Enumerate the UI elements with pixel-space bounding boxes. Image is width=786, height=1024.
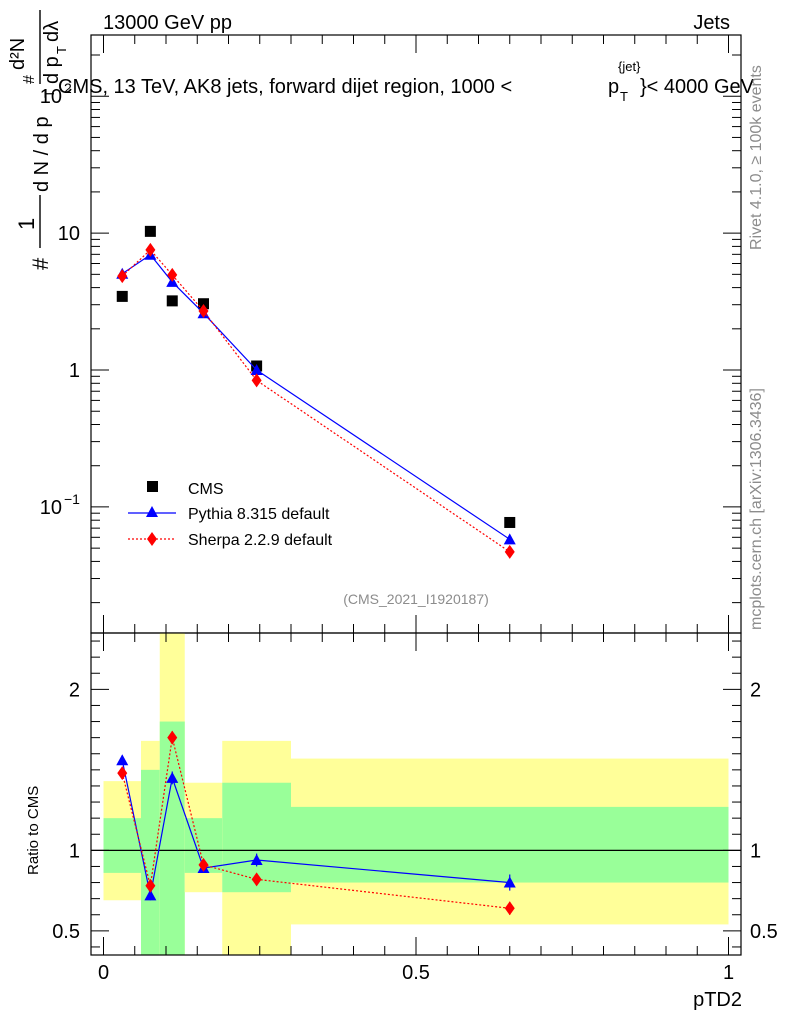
main-point-sherpa — [117, 269, 128, 284]
main-point-sherpa — [167, 267, 178, 282]
band-inner-1 — [141, 769, 160, 955]
band-inner-5 — [291, 806, 729, 883]
ratio-panel: 0 0.5 1 0.5 0.5 1 1 2 2 — [52, 632, 778, 984]
ratio-point-sherpa — [167, 730, 178, 745]
legend-cms-label: CMS — [188, 481, 224, 498]
xtick-label-1: 0.5 — [402, 962, 430, 984]
ratio-point-sherpa — [145, 878, 156, 893]
ratio-point-pythia — [250, 854, 263, 866]
main-line-1 — [121, 253, 511, 540]
ratio-line-1 — [121, 737, 510, 909]
ratio-point-sherpa — [117, 766, 128, 781]
legend-pythia-label: Pythia 8.315 default — [188, 506, 330, 523]
ratio-point-pythia — [166, 771, 179, 783]
legend-sherpa-label: Sherpa 2.2.9 default — [188, 532, 333, 549]
ratio-point-sherpa — [504, 901, 515, 916]
ratio-point-pythia — [144, 889, 157, 901]
ylabel-hash-2: # — [21, 75, 38, 84]
main-point-cms — [504, 516, 516, 528]
ratio-ytick-label-left-1: 1 — [69, 840, 80, 862]
ylabel-dlambda: dλ — [41, 21, 63, 42]
energy-label: 13000 GeV pp — [103, 12, 232, 34]
legend: CMS Pythia 8.315 default Sherpa 2.2.9 de… — [128, 481, 333, 549]
ratio-point-pythia — [116, 754, 129, 766]
ratio-y-axis-label: Ratio to CMS — [25, 786, 42, 875]
ratio-point-pythia — [503, 876, 516, 888]
x-axis-label: pTD2 — [693, 989, 742, 1011]
title-p: p — [608, 76, 619, 98]
main-point-sherpa — [145, 242, 156, 257]
ylabel-sub-t-2: T — [54, 46, 69, 54]
ylabel-hash-1: # — [28, 257, 53, 270]
ylabel-d2n: d²N — [7, 38, 29, 70]
main-point-cms — [198, 298, 209, 310]
main-point-cms — [166, 295, 178, 307]
plot-title: CMS, 13 TeV, AK8 jets, forward dijet reg… — [58, 59, 755, 104]
title-pre: CMS, 13 TeV, AK8 jets, forward dijet reg… — [58, 76, 512, 98]
title-sub: T — [620, 89, 628, 104]
analysis-tag: (CMS_2021_I1920187) — [343, 591, 489, 607]
ylabel-dn-dpt: d N / d p — [31, 116, 53, 192]
mcplots-watermark: mcplots.cern.ch [arXiv:1306.3436] — [748, 388, 765, 630]
main-point-sherpa — [251, 373, 262, 388]
ratio-line-0 — [121, 760, 510, 896]
main-point-cms — [116, 290, 128, 302]
main-point-pythia — [250, 364, 263, 376]
main-ytick-exp-3: −1 — [64, 491, 80, 507]
main-ytick-exp-0: 2 — [64, 80, 72, 96]
ratio-point-sherpa — [198, 857, 209, 872]
ratio-ytick-label-right-2: 2 — [750, 679, 761, 701]
main-point-pythia — [503, 533, 516, 545]
main-point-cms — [144, 225, 156, 237]
main-point-sherpa — [504, 544, 515, 559]
main-point-sherpa — [198, 303, 209, 318]
rivet-watermark: Rivet 4.1.0, ≥ 100k events — [748, 65, 765, 250]
main-ytick-label-3: 10 — [40, 497, 62, 519]
title-post: }< 4000 GeV — [640, 76, 755, 98]
xtick-label-0: 0 — [98, 962, 109, 984]
main-ytick-label-2: 1 — [69, 360, 80, 382]
band-inner-2 — [159, 721, 185, 955]
ratio-ytick-label-left-0: 0.5 — [52, 921, 80, 943]
title-sup: {jet} — [618, 59, 641, 74]
ratio-ytick-label-left-2: 2 — [69, 679, 80, 701]
ylabel-sub-t: T — [41, 89, 57, 98]
ratio-ytick-label-right-0: 0.5 — [750, 921, 778, 943]
ratio-point-sherpa — [251, 872, 262, 887]
category-label: Jets — [693, 12, 730, 34]
xtick-label-2: 1 — [723, 962, 734, 984]
main-ytick-label-0: 10 — [40, 86, 62, 108]
ratio-ytick-label-right-1: 1 — [750, 840, 761, 862]
main-y-axis-label: # 1 d N / d p T # d²N d p T dλ — [7, 10, 69, 270]
main-ytick-label-1: 10 — [58, 223, 80, 245]
legend-pythia-marker — [146, 506, 158, 517]
ylabel-one: 1 — [14, 218, 39, 230]
ylabel-dp: d p — [41, 56, 63, 84]
band-inner-0 — [103, 818, 141, 873]
legend-cms-marker — [147, 481, 158, 492]
main-line-2 — [121, 248, 511, 553]
legend-sherpa-marker — [147, 532, 157, 546]
